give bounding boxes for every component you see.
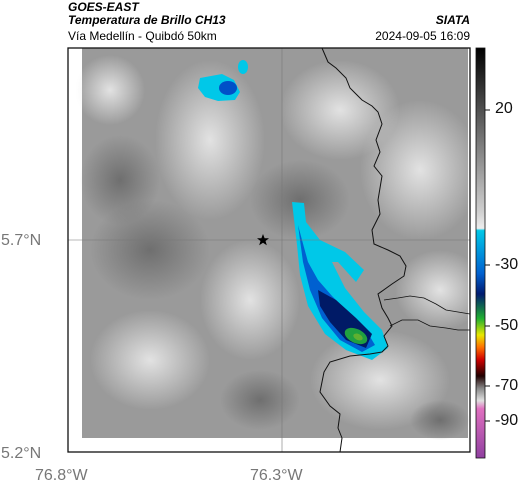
border-line [319,47,407,453]
map-frame [67,47,471,453]
star-icon [257,234,269,246]
lon-label-76-3: 76.3°W [250,467,303,484]
lon-label-76-8: 76.8°W [35,467,88,484]
route-subtitle: Vía Medellín - Quibdó 50km [68,29,217,43]
lat-label-5-7: 5.7°N [1,232,42,249]
colorbar-label-minus30: -30 [495,256,519,273]
lat-label-5-2: 5.2°N [1,445,42,462]
colorbar-label-minus50: -50 [495,317,519,334]
colorbar-label-minus90: -90 [495,412,519,429]
product-title: Temperatura de Brillo CH13 [68,13,226,27]
colorbar-label-minus70: -70 [495,377,519,394]
datetime-label: 2024-09-05 16:09 [375,29,470,43]
cold-cloud-north-small [238,60,248,74]
colorbar-label-20: 20 [495,100,513,117]
source-label: SIATA [435,13,470,27]
cold-cloud-core [292,202,388,360]
satellite-title: GOES-EAST [68,0,139,14]
colorbar [475,47,486,459]
